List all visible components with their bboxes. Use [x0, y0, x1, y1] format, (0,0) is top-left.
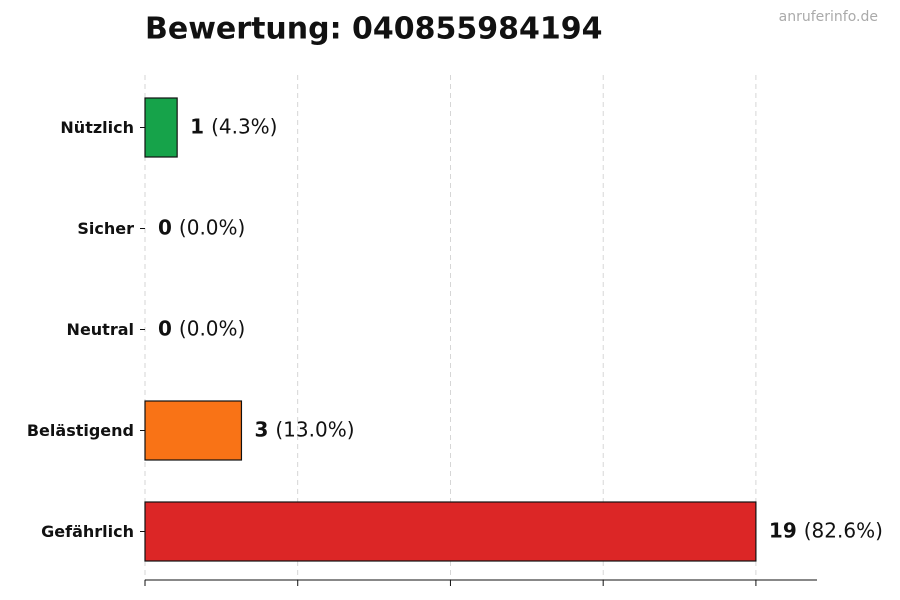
value-count: 0	[158, 215, 172, 239]
value-share: (82.6%)	[804, 518, 883, 542]
watermark: anruferinfo.de	[779, 9, 878, 25]
bar	[144, 501, 757, 562]
value-label: 0 (0.0%)	[158, 215, 245, 239]
value-label: 1 (4.3%)	[190, 114, 277, 138]
value-share: (13.0%)	[275, 417, 354, 441]
value-count: 3	[254, 417, 268, 441]
bar	[144, 400, 243, 461]
value-label: 3 (13.0%)	[254, 417, 354, 441]
value-share: (0.0%)	[179, 316, 245, 340]
value-count: 19	[769, 518, 797, 542]
value-count: 1	[190, 114, 204, 138]
value-label: 19 (82.6%)	[769, 518, 883, 542]
bar	[144, 97, 178, 158]
value-share: (4.3%)	[211, 114, 277, 138]
y-tick-label: Sicher	[77, 219, 134, 238]
value-count: 0	[158, 316, 172, 340]
y-tick-label: Gefährlich	[41, 522, 134, 541]
chart-title: Bewertung: 040855984194	[145, 12, 603, 47]
y-tick-label: Neutral	[67, 320, 134, 339]
value-label: 0 (0.0%)	[158, 316, 245, 340]
y-tick-label: Nützlich	[60, 118, 134, 137]
y-tick-label: Belästigend	[27, 421, 134, 440]
value-share: (0.0%)	[179, 215, 245, 239]
